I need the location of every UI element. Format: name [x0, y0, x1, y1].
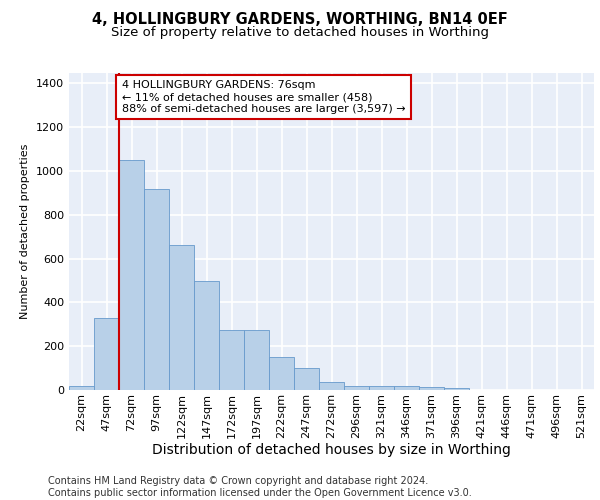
- Bar: [94, 318, 119, 390]
- Text: Size of property relative to detached houses in Worthing: Size of property relative to detached ho…: [111, 26, 489, 39]
- Text: Contains HM Land Registry data © Crown copyright and database right 2024.: Contains HM Land Registry data © Crown c…: [48, 476, 428, 486]
- Bar: [144, 188, 169, 390]
- Bar: [244, 330, 269, 390]
- X-axis label: Distribution of detached houses by size in Worthing: Distribution of detached houses by size …: [152, 444, 511, 458]
- Text: 4 HOLLINGBURY GARDENS: 76sqm
← 11% of detached houses are smaller (458)
88% of s: 4 HOLLINGBURY GARDENS: 76sqm ← 11% of de…: [121, 80, 405, 114]
- Bar: [269, 357, 294, 390]
- Bar: [69, 386, 94, 390]
- Bar: [344, 386, 369, 390]
- Bar: [419, 388, 444, 390]
- Bar: [369, 386, 394, 390]
- Bar: [169, 246, 194, 390]
- Bar: [319, 382, 344, 390]
- Text: 4, HOLLINGBURY GARDENS, WORTHING, BN14 0EF: 4, HOLLINGBURY GARDENS, WORTHING, BN14 0…: [92, 12, 508, 28]
- Bar: [444, 388, 469, 390]
- Text: Contains public sector information licensed under the Open Government Licence v3: Contains public sector information licen…: [48, 488, 472, 498]
- Bar: [219, 330, 244, 390]
- Bar: [394, 386, 419, 390]
- Bar: [194, 280, 219, 390]
- Bar: [119, 160, 144, 390]
- Y-axis label: Number of detached properties: Number of detached properties: [20, 144, 31, 319]
- Bar: [294, 368, 319, 390]
